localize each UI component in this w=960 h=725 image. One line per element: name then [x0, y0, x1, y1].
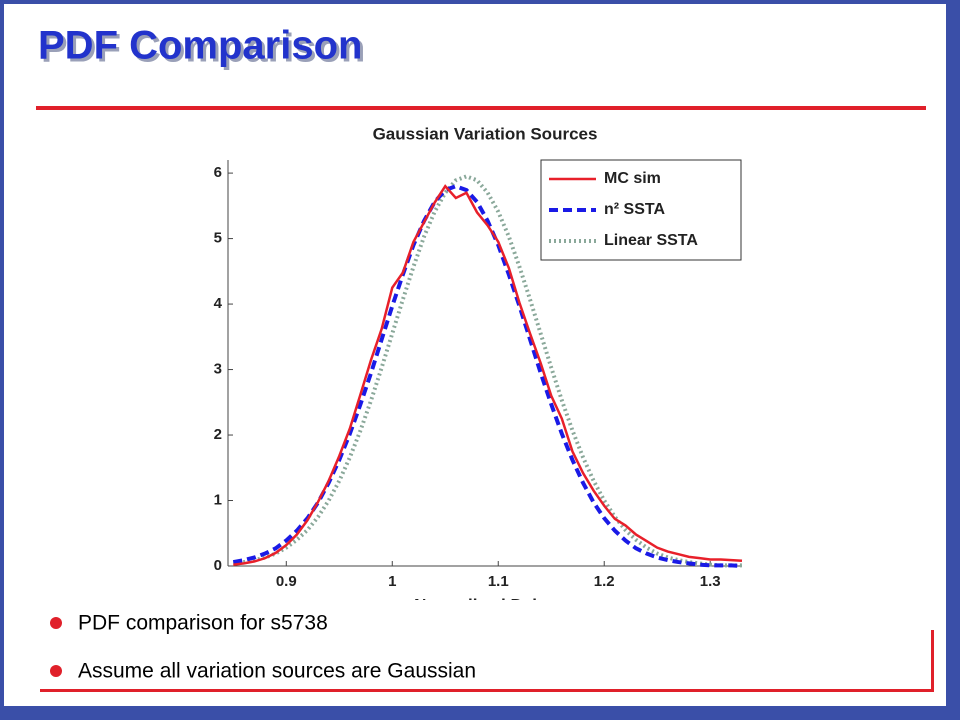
slide-title: PDF Comparison	[38, 24, 362, 68]
y-tick-label: 3	[214, 361, 222, 378]
x-tick-label: 1.2	[594, 573, 615, 590]
y-tick-label: 6	[214, 164, 222, 181]
chart-title: Gaussian Variation Sources	[373, 124, 598, 143]
bullet-text: PDF comparison for s5738	[78, 612, 328, 635]
legend-label: MC sim	[604, 170, 661, 187]
x-axis-label: Normalized Delay	[414, 595, 556, 614]
y-tick-label: 5	[214, 230, 222, 247]
bullet-dot	[50, 617, 62, 629]
frame-right	[946, 0, 960, 720]
chart: Gaussian Variation Sources Normalized De…	[214, 124, 743, 614]
bracket-bottom	[40, 689, 934, 692]
legend-label: Linear SSTA	[604, 232, 698, 249]
legend-box	[540, 159, 742, 261]
y-tick-label: 1	[214, 491, 222, 508]
bullet-text: Assume all variation sources are Gaussia…	[78, 660, 476, 683]
legend-label: n² SSTA	[604, 201, 665, 218]
series-line	[233, 184, 743, 566]
title-rule	[36, 106, 926, 110]
bullet-dot	[50, 665, 62, 677]
y-tick-label: 4	[214, 295, 223, 312]
x-tick-label: 0.9	[276, 573, 297, 590]
title-shadow: PDF Comparison	[41, 27, 365, 71]
x-tick-label: 1.1	[488, 573, 509, 590]
x-tick-label: 1	[388, 573, 396, 590]
frame-bottom	[0, 706, 960, 720]
series-line	[232, 184, 743, 568]
x-tick-label: 1.3	[700, 573, 721, 590]
frame-top	[0, 0, 960, 4]
frame-left	[0, 0, 4, 720]
y-tick-label: 0	[214, 557, 222, 574]
bracket-right	[931, 630, 934, 692]
series-line	[233, 174, 742, 568]
y-tick-label: 2	[214, 426, 222, 443]
